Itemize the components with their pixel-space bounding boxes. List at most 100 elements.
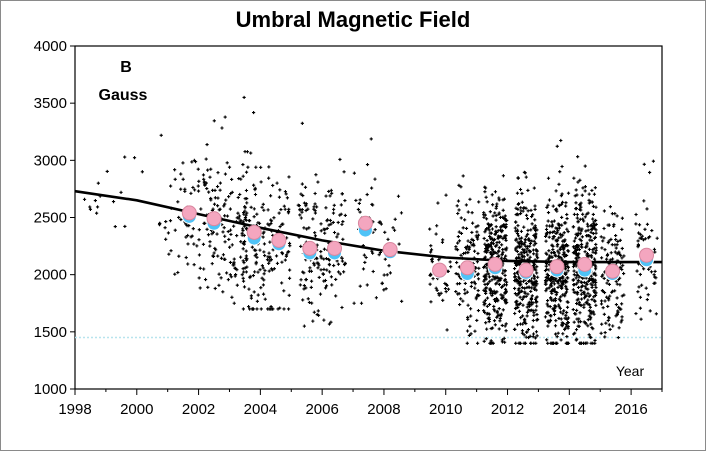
data-point xyxy=(551,307,555,311)
data-point xyxy=(263,297,267,301)
data-point xyxy=(327,270,332,274)
data-point xyxy=(357,201,361,206)
data-point xyxy=(620,216,624,220)
data-point xyxy=(298,207,302,211)
data-point xyxy=(300,182,304,186)
data-point xyxy=(517,341,521,345)
data-point xyxy=(338,272,342,276)
data-point xyxy=(517,286,521,291)
data-point xyxy=(252,183,256,187)
data-point xyxy=(309,285,313,289)
data-point xyxy=(621,263,625,267)
data-point xyxy=(560,286,564,291)
data-point xyxy=(565,227,569,231)
data-point xyxy=(369,137,373,141)
data-point xyxy=(531,248,536,252)
data-point xyxy=(254,165,258,169)
data-point xyxy=(365,162,370,167)
data-point xyxy=(487,319,491,324)
data-point xyxy=(609,237,613,242)
data-point xyxy=(607,223,612,227)
data-point xyxy=(579,280,583,284)
data-point xyxy=(430,258,434,262)
data-point xyxy=(574,188,578,192)
data-point xyxy=(485,272,489,276)
data-point xyxy=(387,264,391,268)
data-point xyxy=(490,247,494,251)
data-point xyxy=(379,222,383,226)
data-point xyxy=(583,189,587,193)
data-point xyxy=(242,285,247,289)
data-point xyxy=(590,297,594,302)
data-point xyxy=(562,309,566,313)
data-point xyxy=(342,170,346,174)
data-point xyxy=(532,313,536,317)
data-point xyxy=(259,307,263,311)
data-point xyxy=(303,185,308,189)
data-point xyxy=(364,255,368,260)
data-point xyxy=(192,263,196,267)
data-point xyxy=(514,300,518,304)
data-point xyxy=(495,309,499,313)
data-point xyxy=(563,327,567,332)
data-point xyxy=(483,298,488,302)
data-point xyxy=(304,204,308,208)
x-tick-label: 2000 xyxy=(120,401,153,418)
data-point xyxy=(561,233,565,237)
data-point xyxy=(113,224,117,229)
mean-point-pink xyxy=(302,240,318,256)
data-point xyxy=(585,282,589,287)
data-point xyxy=(607,239,611,243)
data-point xyxy=(520,200,524,204)
data-point xyxy=(548,313,552,318)
data-point xyxy=(306,207,310,211)
data-point xyxy=(529,296,533,300)
data-point xyxy=(499,314,503,318)
data-point xyxy=(518,322,523,326)
data-point xyxy=(250,245,254,249)
data-point xyxy=(589,282,593,286)
data-point xyxy=(468,197,472,201)
data-point xyxy=(218,181,223,185)
data-point xyxy=(324,256,329,261)
data-point xyxy=(470,221,475,225)
data-point xyxy=(191,185,195,190)
data-point xyxy=(605,295,609,299)
data-point xyxy=(282,289,286,293)
data-point xyxy=(331,220,335,225)
data-point xyxy=(547,235,551,239)
data-point xyxy=(620,227,624,231)
data-point xyxy=(577,226,581,230)
data-point xyxy=(254,260,258,264)
data-point xyxy=(503,269,507,273)
data-point xyxy=(556,229,560,233)
data-point xyxy=(649,270,654,274)
data-point xyxy=(434,232,438,236)
data-point xyxy=(555,144,559,148)
data-point xyxy=(605,281,609,285)
data-point xyxy=(428,282,432,286)
data-point xyxy=(513,286,517,291)
data-point xyxy=(205,227,209,231)
data-point xyxy=(206,233,211,237)
data-point xyxy=(454,289,458,294)
data-point xyxy=(636,239,640,243)
data-point xyxy=(363,260,367,265)
data-point xyxy=(259,180,263,184)
data-point xyxy=(647,267,651,271)
data-point xyxy=(192,158,196,162)
data-point xyxy=(267,176,271,180)
data-point xyxy=(523,286,527,290)
data-point xyxy=(515,293,519,297)
data-point xyxy=(594,273,598,277)
data-point xyxy=(526,209,530,213)
mean-point-pink xyxy=(459,260,475,276)
data-point xyxy=(583,250,587,254)
data-point xyxy=(575,213,579,217)
data-point xyxy=(173,168,177,172)
data-point xyxy=(513,306,518,310)
data-point xyxy=(527,279,532,283)
data-point xyxy=(458,302,462,307)
data-point xyxy=(285,196,290,200)
data-point xyxy=(560,223,564,227)
